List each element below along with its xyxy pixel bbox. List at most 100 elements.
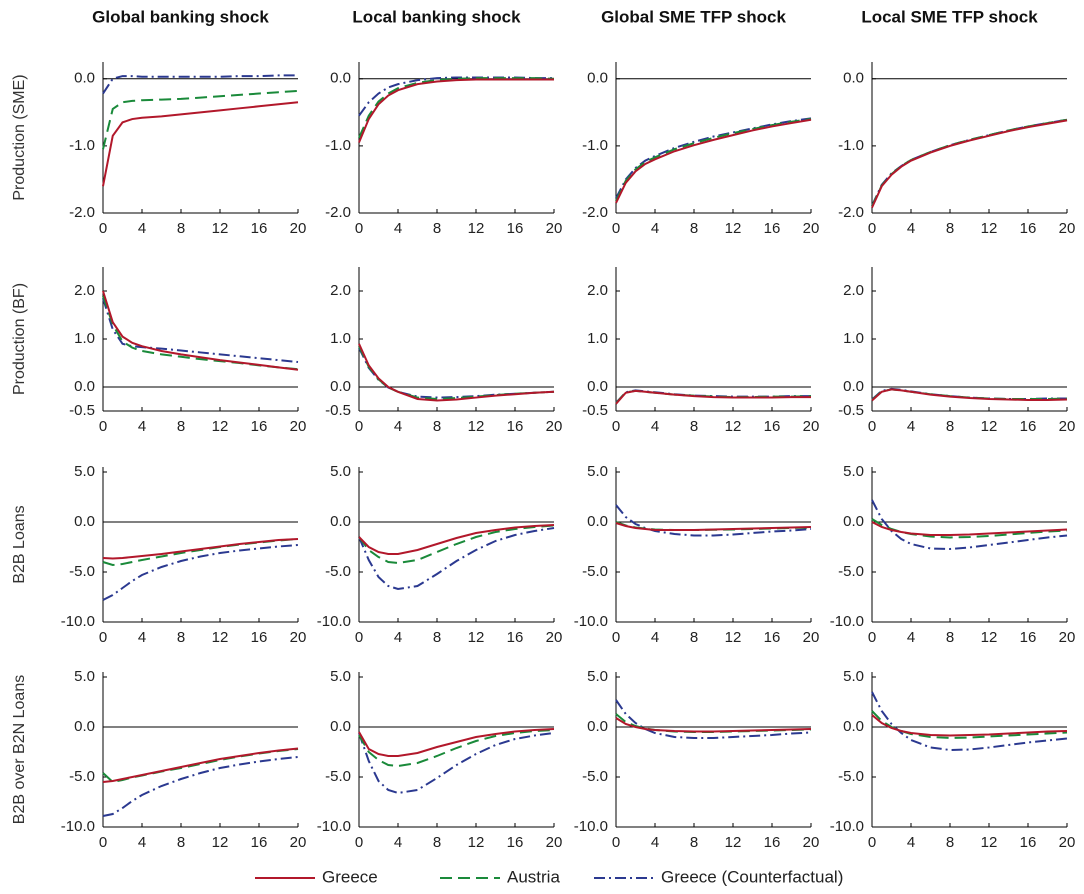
x-tick-label: 0: [868, 418, 876, 435]
x-tick-label: 8: [433, 418, 441, 435]
x-tick-label: 8: [690, 629, 698, 646]
y-tick-label: -1.0: [838, 137, 864, 154]
x-tick-label: 8: [177, 629, 185, 646]
y-tick-label: -10.0: [61, 613, 95, 630]
x-tick-label: 0: [355, 629, 363, 646]
y-tick-label: -0.5: [69, 402, 95, 419]
series-line: [615, 699, 812, 739]
y-tick-label: -10.0: [317, 613, 351, 630]
y-tick-label: 0.0: [587, 513, 608, 530]
x-tick-label: 12: [212, 220, 229, 237]
column-title: Local SME TFP shock: [861, 7, 1038, 26]
row-label: Production (BF): [11, 283, 28, 395]
y-tick-label: -2.0: [325, 204, 351, 221]
y-tick-label: 0.0: [330, 513, 351, 530]
x-tick-label: 16: [251, 629, 268, 646]
x-tick-label: 12: [725, 629, 742, 646]
series-line: [102, 538, 299, 567]
x-tick-label: 12: [725, 834, 742, 851]
x-tick-label: 12: [468, 418, 485, 435]
y-tick-label: 1.0: [587, 330, 608, 347]
x-tick-label: 16: [1020, 629, 1037, 646]
x-tick-label: 12: [981, 220, 998, 237]
x-tick-label: 0: [612, 418, 620, 435]
y-tick-label: 5.0: [843, 668, 864, 685]
y-tick-label: 0.0: [587, 70, 608, 87]
y-tick-label: 2.0: [330, 282, 351, 299]
series-line: [615, 717, 812, 733]
y-tick-label: 0.0: [74, 378, 95, 395]
x-tick-label: 12: [981, 418, 998, 435]
y-tick-label: -1.0: [582, 137, 608, 154]
series-line: [358, 524, 555, 565]
x-tick-label: 4: [394, 629, 402, 646]
x-tick-label: 20: [290, 834, 307, 851]
x-tick-label: 4: [138, 418, 146, 435]
legend-label: Austria: [507, 867, 560, 886]
y-tick-label: 0.0: [843, 513, 864, 530]
x-tick-label: 16: [507, 834, 524, 851]
x-tick-label: 20: [1059, 418, 1076, 435]
x-tick-label: 16: [251, 834, 268, 851]
x-tick-label: 16: [764, 418, 781, 435]
y-tick-label: -5.0: [325, 768, 351, 785]
x-tick-label: 16: [1020, 220, 1037, 237]
y-tick-label: 5.0: [843, 463, 864, 480]
y-tick-label: 0.0: [587, 378, 608, 395]
x-tick-label: 4: [907, 220, 915, 237]
series-line: [615, 117, 812, 199]
x-tick-label: 4: [907, 834, 915, 851]
x-tick-label: 4: [138, 629, 146, 646]
series-line: [871, 691, 1068, 752]
series-line: [615, 522, 812, 531]
y-tick-label: 0.0: [330, 718, 351, 735]
y-tick-label: 5.0: [330, 668, 351, 685]
x-tick-label: 12: [725, 220, 742, 237]
x-tick-label: 0: [99, 834, 107, 851]
series-line: [871, 714, 1068, 737]
x-tick-label: 20: [1059, 629, 1076, 646]
x-tick-label: 0: [99, 418, 107, 435]
series-line: [871, 499, 1068, 551]
y-tick-label: -10.0: [830, 613, 864, 630]
x-tick-label: 0: [868, 220, 876, 237]
series-line: [102, 297, 299, 364]
x-tick-label: 0: [99, 220, 107, 237]
x-tick-label: 4: [138, 834, 146, 851]
y-tick-label: 1.0: [843, 330, 864, 347]
y-tick-label: -10.0: [61, 818, 95, 835]
x-tick-label: 20: [290, 418, 307, 435]
x-tick-label: 0: [612, 834, 620, 851]
y-tick-label: -2.0: [69, 204, 95, 221]
series-line: [871, 388, 1068, 402]
y-tick-label: -0.5: [582, 402, 608, 419]
y-tick-label: -2.0: [582, 204, 608, 221]
series-line: [871, 521, 1068, 536]
x-tick-label: 16: [1020, 834, 1037, 851]
y-tick-label: 5.0: [587, 463, 608, 480]
x-tick-label: 8: [433, 834, 441, 851]
series-line: [358, 728, 555, 757]
y-tick-label: -0.5: [325, 402, 351, 419]
x-tick-label: 8: [177, 418, 185, 435]
x-tick-label: 20: [803, 834, 820, 851]
y-tick-label: -5.0: [69, 768, 95, 785]
x-tick-label: 8: [690, 418, 698, 435]
x-tick-label: 8: [433, 220, 441, 237]
x-tick-label: 12: [468, 220, 485, 237]
y-tick-label: 1.0: [74, 330, 95, 347]
y-tick-label: 0.0: [843, 378, 864, 395]
y-tick-label: -2.0: [838, 204, 864, 221]
y-tick-label: -1.0: [69, 137, 95, 154]
series-line: [358, 729, 555, 768]
x-tick-label: 16: [764, 834, 781, 851]
x-tick-label: 12: [468, 629, 485, 646]
x-tick-label: 20: [546, 418, 563, 435]
x-tick-label: 20: [803, 418, 820, 435]
series-line: [871, 119, 1068, 209]
series-line: [102, 89, 299, 150]
x-tick-label: 12: [212, 418, 229, 435]
x-tick-label: 0: [868, 834, 876, 851]
y-tick-label: 0.0: [330, 378, 351, 395]
x-tick-label: 20: [803, 220, 820, 237]
